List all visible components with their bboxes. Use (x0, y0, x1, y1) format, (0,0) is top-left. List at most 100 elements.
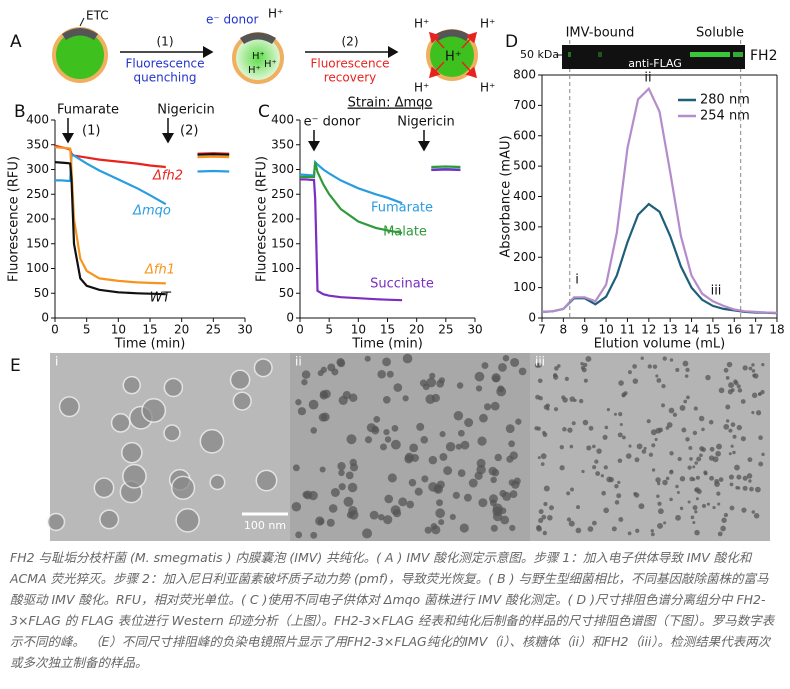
y-tick-label: 100 (271, 261, 294, 275)
particle (345, 471, 354, 480)
x-tick-label: 25 (438, 323, 453, 337)
particle (494, 453, 502, 462)
step-label: (2) (342, 35, 359, 49)
particle (692, 465, 696, 469)
proton: H⁺ (264, 59, 277, 70)
particle (439, 453, 448, 461)
particle (383, 395, 391, 404)
x-tick-label: 8 (560, 323, 568, 337)
particle (384, 494, 394, 504)
particle (720, 525, 726, 532)
particle (741, 507, 747, 513)
particle (338, 469, 345, 477)
particle (633, 492, 638, 496)
particle (754, 486, 761, 493)
particle (761, 363, 765, 367)
step-text: Fluorescence (310, 57, 389, 71)
y-tick-label: 50 (279, 286, 294, 300)
particle (499, 507, 507, 515)
x-tick-label: 16 (727, 323, 742, 337)
particle (377, 370, 386, 379)
particle (595, 471, 601, 476)
etc-shape (240, 32, 276, 44)
particle (509, 524, 516, 532)
particle (689, 476, 695, 482)
x-tick-label: 5 (325, 323, 333, 337)
y-axis-title: Fluorescence (RFU) (7, 156, 22, 282)
etc-shape (62, 28, 98, 40)
particle (349, 510, 359, 520)
particle (736, 424, 742, 431)
particle (611, 526, 617, 532)
particle (502, 491, 512, 501)
blot-label: Soluble (696, 26, 744, 41)
particle (498, 363, 507, 372)
series-line (55, 153, 230, 206)
y-tick-label: 350 (26, 137, 49, 151)
particle (542, 530, 548, 536)
particle (666, 422, 673, 428)
particle (661, 384, 666, 389)
micrograph-label: i (55, 355, 58, 369)
particle (553, 373, 558, 378)
particle (346, 434, 357, 445)
particle (383, 515, 393, 525)
particle (655, 477, 661, 483)
particle (721, 517, 727, 523)
particle (694, 461, 698, 465)
particle (662, 356, 667, 361)
particle (483, 403, 492, 411)
particle (364, 355, 371, 362)
particle (714, 481, 720, 487)
series-line (54, 146, 230, 285)
proton: H⁺ (445, 50, 462, 65)
particle (490, 524, 498, 532)
particle (391, 424, 399, 432)
y-tick-label: 700 (513, 98, 536, 112)
proton-arrows (428, 31, 478, 79)
particle (547, 514, 553, 521)
particle (695, 475, 700, 480)
particle (319, 390, 328, 398)
particle (621, 435, 626, 440)
particle (295, 399, 302, 406)
series-label: Δfh2 (152, 169, 183, 184)
proton: H⁺ (252, 51, 265, 62)
proton: H⁺ (414, 17, 429, 31)
particle (568, 520, 575, 527)
particle (336, 358, 345, 367)
particle (362, 528, 373, 539)
particle (390, 439, 401, 450)
particle (580, 362, 584, 366)
particle (647, 364, 653, 369)
y-tick-label: 250 (271, 187, 294, 201)
particle (559, 465, 565, 471)
particle (657, 481, 661, 486)
particle (751, 510, 756, 514)
particle (502, 354, 510, 362)
particle (729, 482, 734, 487)
particle (751, 363, 755, 367)
particle (634, 457, 640, 463)
step-text: Fluorescence (125, 57, 204, 71)
particle (655, 374, 659, 378)
annotation: iii (711, 284, 722, 299)
particle (592, 465, 597, 470)
particle (199, 428, 225, 454)
particle (592, 444, 596, 449)
y-tick-label: 0 (286, 311, 294, 325)
particle (618, 412, 623, 417)
particle (737, 486, 741, 490)
particle (541, 514, 547, 520)
blot-band (733, 52, 743, 57)
particle (701, 427, 705, 432)
etc-pointer (79, 17, 85, 27)
particle (510, 357, 520, 368)
particle (625, 453, 632, 459)
particle (548, 505, 554, 511)
particle (699, 446, 705, 452)
particle (669, 497, 673, 502)
step-text: recovery (324, 71, 377, 85)
panel-label: D (505, 32, 518, 52)
